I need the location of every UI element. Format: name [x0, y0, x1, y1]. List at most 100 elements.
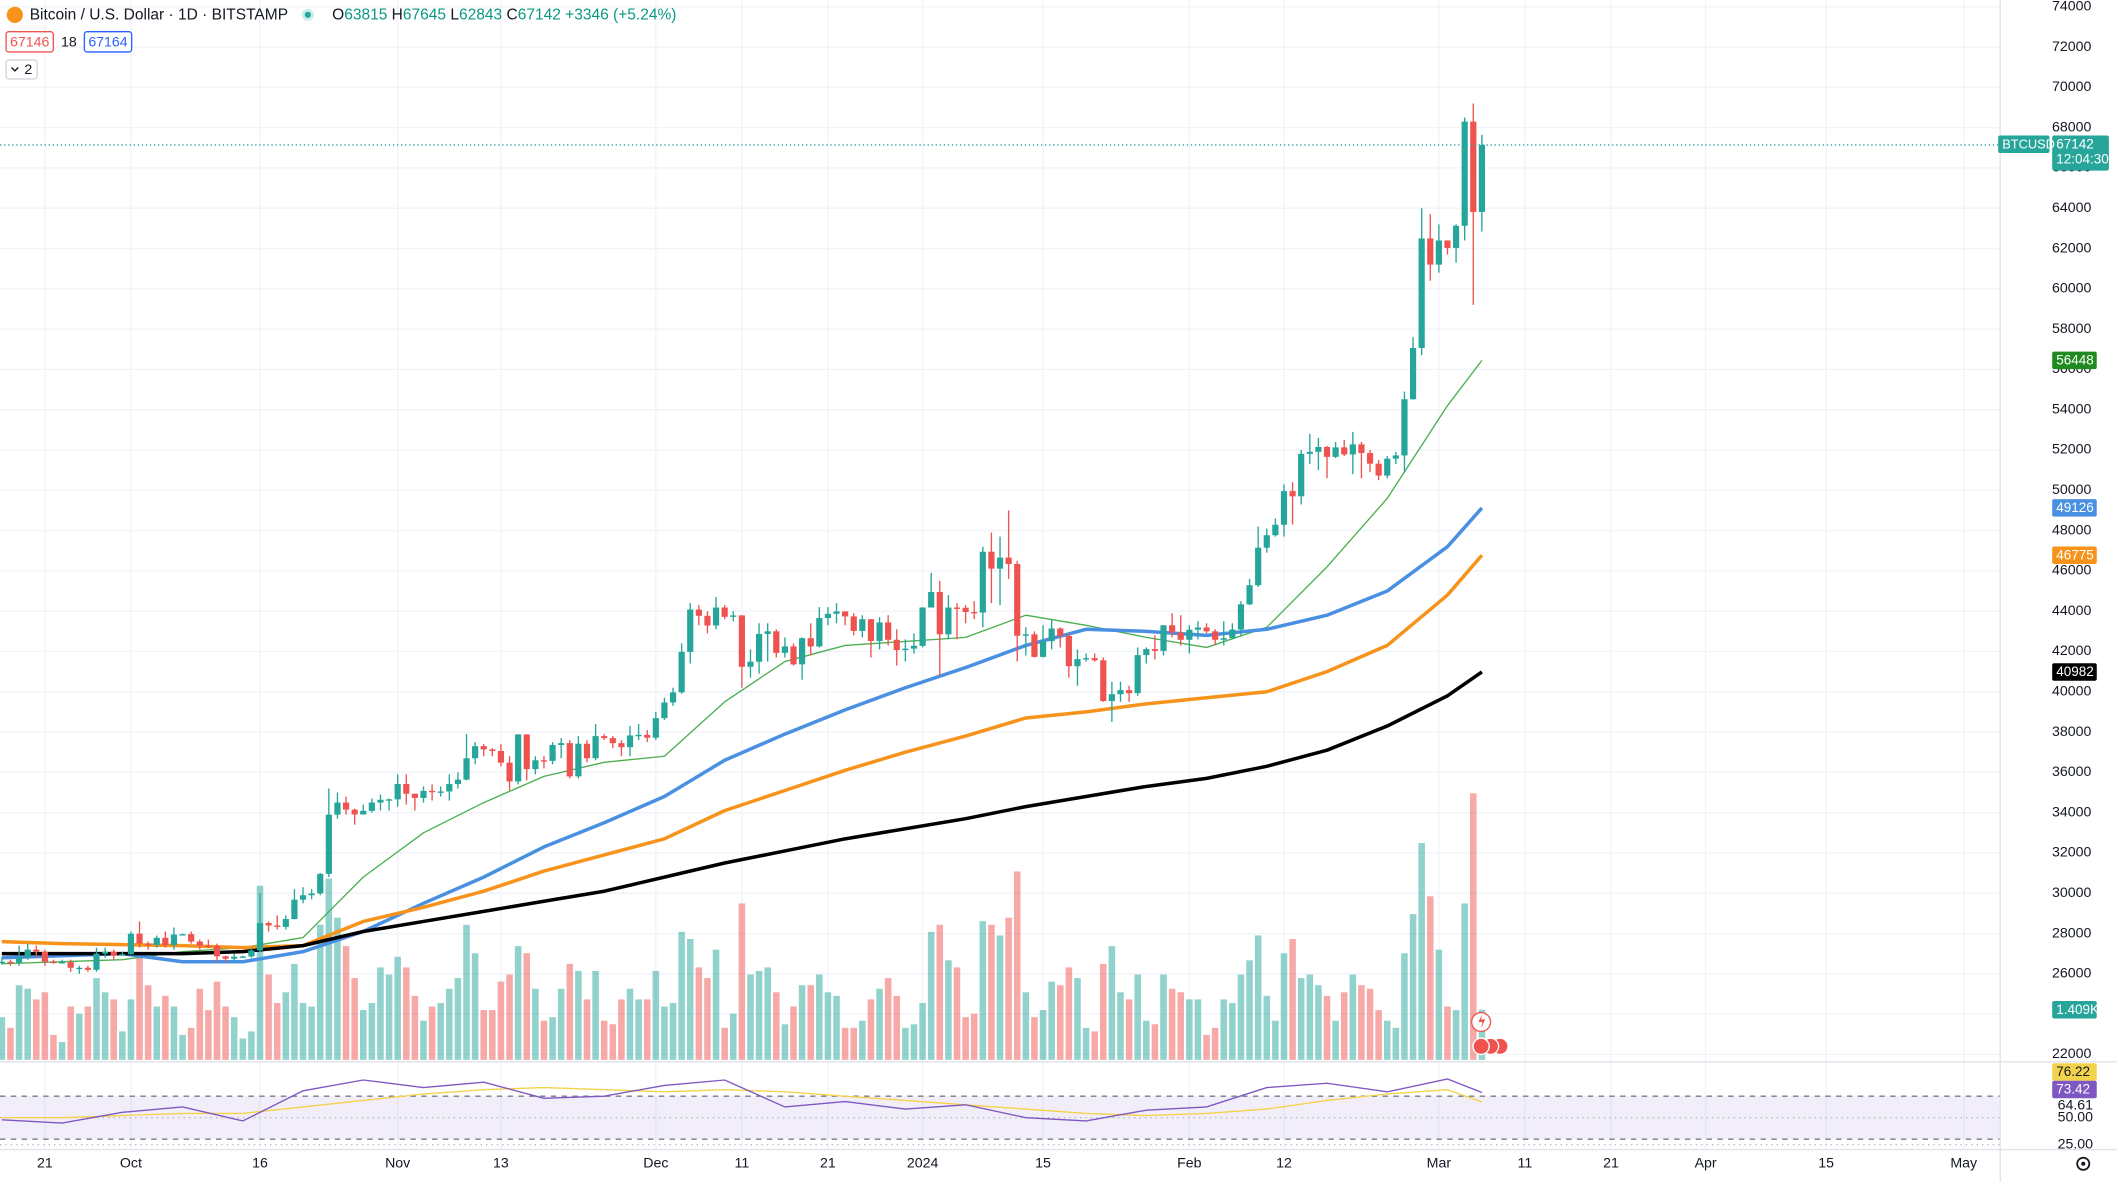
btc-icon	[6, 6, 23, 23]
volume-bar	[76, 1013, 83, 1060]
y-tick-label: 72000	[2052, 39, 2091, 55]
candle-body	[1272, 524, 1279, 536]
volume-bar	[1349, 974, 1357, 1060]
volume-bar	[841, 1027, 849, 1060]
candle-body	[1229, 629, 1236, 639]
candle-body	[1478, 144, 1485, 212]
volume-bar	[1194, 999, 1202, 1060]
candle-body	[480, 746, 487, 750]
volume-bar	[144, 985, 152, 1060]
volume-bar	[385, 974, 393, 1060]
ohlc-low: 62843	[459, 7, 502, 24]
x-tick-label: Feb	[1177, 1156, 1202, 1172]
candle-body	[394, 784, 401, 800]
volume-bar	[988, 924, 995, 1060]
volume-bar	[480, 1010, 487, 1060]
candle-body	[463, 758, 470, 780]
candle-body	[1315, 446, 1322, 452]
volume-bar	[67, 1006, 74, 1060]
candle-body	[1323, 446, 1331, 457]
candle-body	[523, 734, 530, 770]
volume-bar	[489, 1010, 496, 1060]
volume-bar	[1315, 985, 1322, 1060]
candle-body	[256, 923, 264, 951]
candle-body	[755, 633, 763, 662]
candle-body	[1289, 491, 1296, 497]
y-tick-label: 62000	[2052, 240, 2091, 256]
bid-box[interactable]	[5, 31, 55, 53]
volume-bar	[549, 1017, 556, 1060]
candle-body	[265, 923, 272, 926]
candle-layer	[0, 103, 2000, 974]
candle-body	[1401, 399, 1408, 456]
volume-bar	[506, 974, 513, 1060]
candle-body	[532, 760, 539, 770]
candle-body	[859, 619, 866, 631]
volume-bar	[1237, 974, 1245, 1060]
candle-body	[1194, 627, 1202, 630]
candle-body	[489, 749, 496, 751]
economic-event[interactable]	[1472, 1037, 1490, 1056]
rsi-ma-line	[1, 1086, 1483, 1119]
volume-bar	[179, 1034, 186, 1060]
indicator-toggle[interactable]	[5, 59, 38, 80]
candle-body	[1039, 641, 1047, 657]
candle-body	[738, 615, 745, 667]
volume-label-bg	[2052, 1000, 2097, 1019]
volume-bar	[1246, 960, 1253, 1060]
volume-bar	[1332, 1020, 1339, 1060]
candle-body	[403, 784, 410, 794]
event-icon[interactable]	[1470, 1011, 1492, 1033]
volume-bar	[299, 1002, 307, 1060]
candle-body	[695, 609, 702, 616]
volume-bar	[1134, 974, 1141, 1060]
volume-bar	[566, 963, 574, 1060]
volume-bar	[162, 995, 169, 1060]
volume-bar	[979, 921, 987, 1060]
candle-body	[1237, 604, 1245, 630]
candle-body	[669, 692, 677, 703]
candle-body	[1065, 635, 1072, 667]
candle-body	[515, 734, 522, 782]
moving-average-line	[1, 506, 1484, 964]
volume-bar	[420, 1020, 427, 1060]
candle-body	[1022, 634, 1029, 636]
y-tick-label: 74000	[2052, 0, 2091, 15]
ohlc-legend: O63815 H67645 L62843 C67142 +3346 (+5.24…	[332, 7, 676, 24]
symbol-label: BTCUSD	[2002, 136, 2055, 151]
candle-body	[609, 738, 616, 744]
volume-bar	[1272, 1020, 1279, 1060]
volume-bar	[962, 1017, 969, 1060]
candle-body	[1117, 690, 1124, 695]
indicator-count[interactable]: 2	[24, 62, 32, 78]
volume-bar	[1117, 992, 1124, 1060]
ohlc-prefix: L	[450, 7, 459, 24]
ask-box[interactable]	[83, 31, 133, 53]
rsi-upper-label: 76.22	[2056, 1064, 2090, 1079]
volume-bar	[359, 1010, 367, 1060]
bid-price[interactable]: 67146	[10, 34, 49, 50]
y-tick-label: 42000	[2052, 643, 2091, 659]
ohlc-prefix: O	[332, 7, 344, 24]
candle-body	[824, 613, 832, 619]
candle-body	[644, 734, 651, 738]
volume-bar	[807, 985, 814, 1060]
volume-bar	[0, 1017, 6, 1060]
volume-bar	[1143, 1020, 1150, 1060]
volume-bar	[170, 1006, 178, 1060]
candle-body	[1057, 628, 1064, 636]
candle-body	[1203, 627, 1210, 632]
ask-price[interactable]: 67164	[88, 34, 127, 50]
rsi-ma-label: 64.61	[2058, 1097, 2094, 1113]
price-labels: 56448 49126 46775 40982 1.409K 76.22 73.4264.6…	[1998, 135, 2109, 1113]
volume-bar	[618, 999, 625, 1060]
settings-icon[interactable]	[2076, 1156, 2091, 1171]
volume-bar	[1392, 1027, 1400, 1060]
candle-body	[506, 762, 513, 782]
candle-body	[652, 718, 659, 738]
x-tick-label: 21	[1603, 1156, 1619, 1172]
volume-bar	[273, 1002, 281, 1060]
volume-bar	[643, 999, 651, 1060]
volume-bar	[1229, 1002, 1236, 1060]
candle-body	[1031, 634, 1038, 657]
